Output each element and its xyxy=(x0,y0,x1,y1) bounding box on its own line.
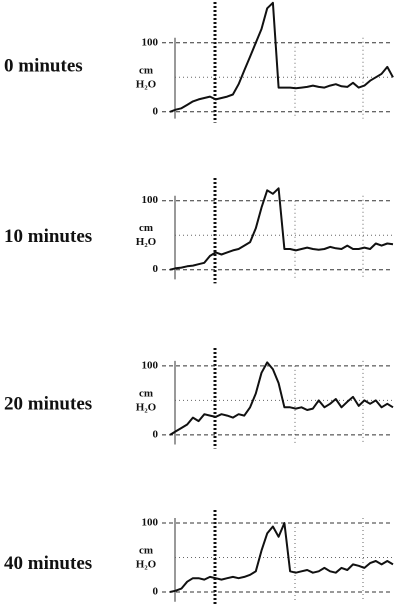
trace xyxy=(169,187,394,271)
y-tick-label: 100 xyxy=(142,517,159,529)
y-axis-label: cm H₂O xyxy=(136,222,157,248)
y-tick-label: 0 xyxy=(153,428,159,440)
panel-label: 40 minutes xyxy=(4,553,92,574)
y-tick-label: 100 xyxy=(142,36,159,48)
trace xyxy=(169,522,394,593)
y-tick-label: 100 xyxy=(142,194,159,206)
y-axis-label: cm H₂O xyxy=(136,64,157,90)
y-axis-label: cm H₂O xyxy=(136,387,157,413)
trace xyxy=(169,361,394,436)
y-tick-label: 0 xyxy=(153,586,159,598)
trace xyxy=(169,1,394,113)
panel-label: 0 minutes xyxy=(4,56,83,77)
y-tick-label: 100 xyxy=(142,359,159,371)
panel-label: 20 minutes xyxy=(4,394,92,415)
y-axis-label: cm H₂O xyxy=(136,544,157,570)
panel-label: 10 minutes xyxy=(4,226,92,247)
y-tick-label: 0 xyxy=(153,105,159,117)
y-tick-label: 0 xyxy=(153,263,159,275)
